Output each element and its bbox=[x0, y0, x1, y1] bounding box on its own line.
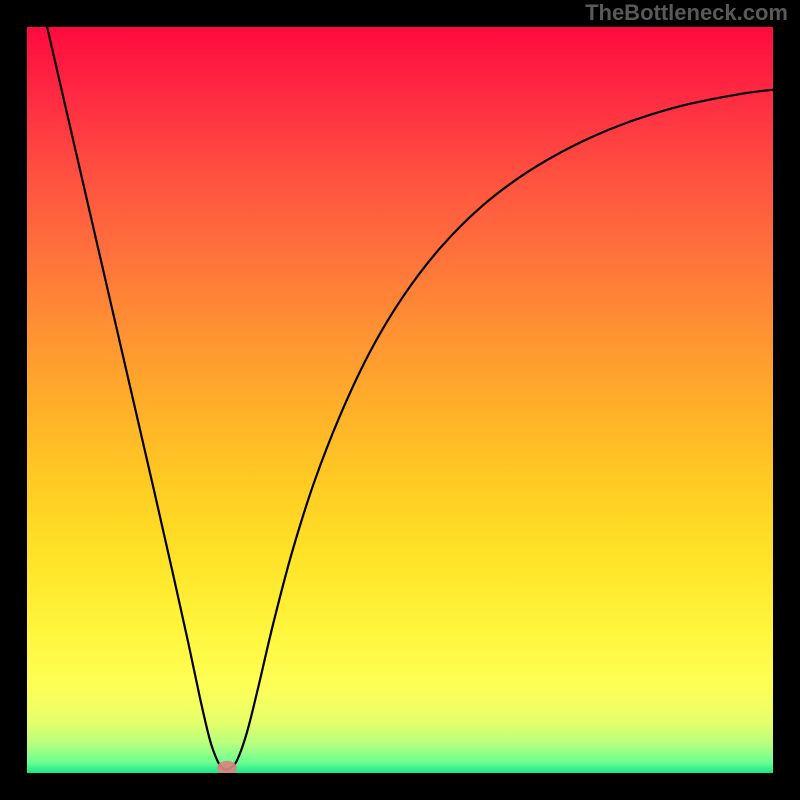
watermark-text: TheBottleneck.com bbox=[585, 0, 788, 26]
bottleneck-curve bbox=[47, 27, 773, 770]
chart-frame: TheBottleneck.com bbox=[0, 0, 800, 800]
curve-layer bbox=[27, 27, 773, 773]
plot-area bbox=[27, 27, 773, 773]
minimum-marker bbox=[217, 761, 237, 773]
